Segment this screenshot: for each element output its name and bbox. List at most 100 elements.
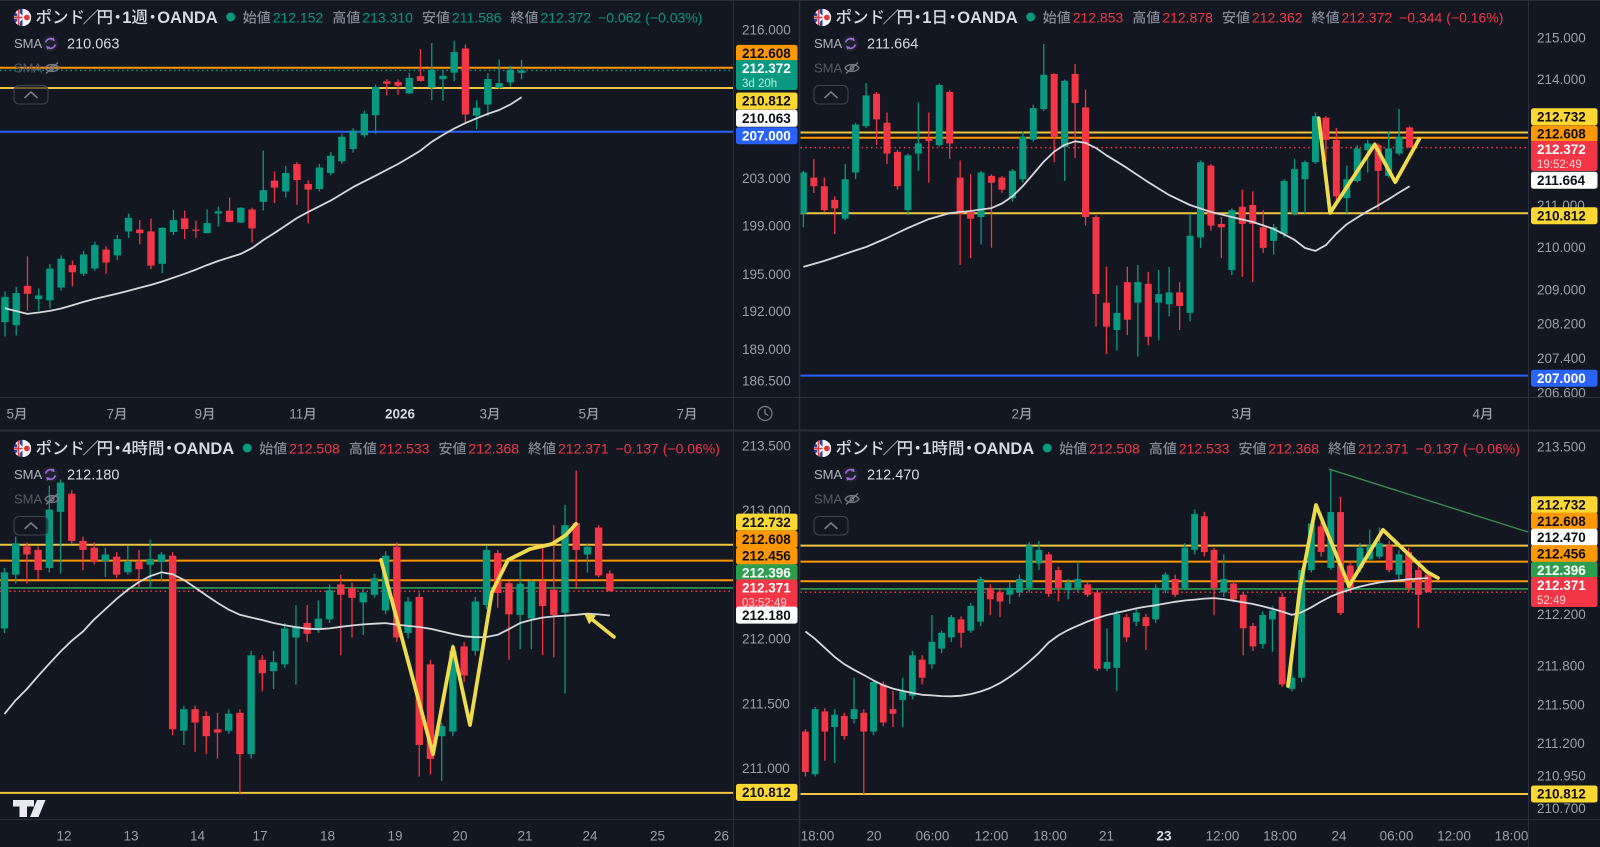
price-tick-label: 212.200 <box>1537 607 1586 622</box>
price-scale[interactable]: 213.500 212.200 211.800 211.500 211.200 210.9… <box>1531 440 1598 817</box>
price-tag-212.608[interactable]: 212.608 <box>1531 125 1598 143</box>
glyph <box>36 439 51 455</box>
candle-body <box>572 523 580 550</box>
price-tag-210.812[interactable]: 210.812 <box>736 783 798 801</box>
price-tag-212.470[interactable]: 212.470 <box>1531 528 1598 546</box>
text-run: 212.396 <box>742 566 791 581</box>
drawn-zigzag[interactable] <box>379 522 578 756</box>
legend[interactable]: 1 OANDA 212.853 212.878 212.362 212.372 −0.344… <box>813 8 1504 105</box>
time-tick-label: 5 <box>579 407 598 422</box>
sma-line[interactable] <box>804 577 1429 698</box>
legend[interactable]: 1 OANDA 212.152 213.310 211.586 212.372 −0.062… <box>13 8 703 105</box>
price-tag-212.456[interactable]: 212.456 <box>1531 545 1598 563</box>
plot-area[interactable] <box>800 43 1529 377</box>
panel-gbpjpy-1d[interactable]: 215.000214.000211.000210.000209.000208.2… <box>800 8 1598 422</box>
collapse-legend-button[interactable] <box>813 516 849 536</box>
drawn-zigzag[interactable] <box>1316 116 1422 215</box>
price-tag-212.396[interactable]: 212.396 <box>736 564 798 582</box>
clock-icon[interactable] <box>757 405 773 422</box>
time-axis[interactable]: 18:00 20 06:00 12:00 18:00 21 23 12:00 18:00 24 06… <box>801 829 1529 844</box>
text-run: 5 <box>579 407 587 422</box>
drawn-arrow[interactable] <box>584 612 616 639</box>
price-tag-212.372[interactable]: 212.372 3d 20h <box>736 60 798 90</box>
price-tag-207.000[interactable]: 207.000 <box>736 127 798 145</box>
text-run: 192.000 <box>742 304 791 319</box>
price-tag-bg <box>1531 785 1598 803</box>
price-tag-212.732[interactable]: 212.732 <box>1531 108 1598 126</box>
text-run: 210.700 <box>1537 801 1586 816</box>
collapse-legend-button[interactable] <box>13 85 49 105</box>
price-tag-212.180[interactable]: 212.180 <box>736 606 798 624</box>
eye-slash-icon[interactable] <box>844 62 860 74</box>
sma-line[interactable] <box>803 140 1410 268</box>
indicator-sync-icon[interactable] <box>842 466 859 483</box>
drawn-zigzag[interactable] <box>1286 503 1440 688</box>
time-axis[interactable]: 2 3 4 <box>1012 407 1492 422</box>
price-tag-212.371[interactable]: 212.371 52:49 <box>1531 577 1598 607</box>
candle <box>1165 266 1173 317</box>
price-scale[interactable]: 216.000 203.000 199.000 195.000 192.000 189.0… <box>736 23 798 389</box>
sma-line[interactable] <box>4 96 523 315</box>
plot-area[interactable] <box>0 40 734 337</box>
time-axis[interactable]: 5 7 9 11 2026 3 5 7 <box>7 405 773 422</box>
price-tag-212.608[interactable]: 212.608 <box>1531 512 1598 530</box>
drawn-trendline[interactable] <box>1328 468 1529 533</box>
ohlc-label <box>1311 10 1339 24</box>
tradingview-logo[interactable] <box>13 800 46 817</box>
price-tag-212.372[interactable]: 212.372 19:52:49 <box>1531 141 1598 171</box>
legend[interactable]: 4 OANDA 212.508 212.533 212.368 212.371 −0.137… <box>13 439 720 536</box>
glyph <box>684 407 696 420</box>
glyph <box>524 10 538 24</box>
eye-slash-icon[interactable] <box>44 493 60 505</box>
panel-gbpjpy-4h[interactable]: 213.500213.000212.000211.500211.000212.7… <box>0 439 798 844</box>
eye-slash-icon[interactable] <box>44 62 60 74</box>
indicator-sync-icon[interactable] <box>42 35 59 52</box>
price-tag-210.812[interactable]: 210.812 <box>736 92 798 110</box>
price-tag-210.812[interactable]: 210.812 <box>1531 207 1598 225</box>
price-tag-value: 207.000 <box>1537 371 1586 386</box>
candle-wick <box>441 722 443 781</box>
legend[interactable]: 1 OANDA 212.508 212.533 212.368 212.371 −0.137… <box>813 439 1520 536</box>
text-run: SMA <box>14 36 43 51</box>
price-tag-value: 207.000 <box>742 128 791 143</box>
candle <box>146 539 154 589</box>
text-run: 212.180 <box>742 608 791 623</box>
glyph <box>915 14 920 19</box>
price-scale[interactable]: 215.000214.000211.000210.000209.000208.2… <box>1531 31 1598 401</box>
sma-line[interactable] <box>3 571 610 715</box>
candle-wick <box>1398 109 1400 156</box>
text-run: 199.000 <box>742 219 791 234</box>
collapse-legend-button[interactable] <box>13 516 49 536</box>
glyph <box>1146 10 1160 24</box>
price-tag-210.812[interactable]: 210.812 <box>1531 785 1598 803</box>
price-tag-212.396[interactable]: 212.396 <box>1531 561 1598 579</box>
glyph <box>487 407 499 420</box>
panel-gbpjpy-1h[interactable]: 213.500 212.200 211.800 211.500 211.200 210.9… <box>800 439 1598 844</box>
price-scale[interactable]: 213.500213.000212.000211.500211.000212.7… <box>736 439 798 801</box>
ohlc-value: 212.533 <box>379 441 430 457</box>
price-tag-212.456[interactable]: 212.456 <box>736 547 798 565</box>
collapse-legend-button[interactable] <box>813 85 849 105</box>
price-tag-210.063[interactable]: 210.063 <box>736 109 798 127</box>
price-tag-211.664[interactable]: 211.664 <box>1531 171 1598 189</box>
candle-body <box>349 130 357 149</box>
plot-area[interactable] <box>0 470 734 795</box>
text-run: −0.137 (−0.06%) <box>1416 441 1520 457</box>
candle-wick <box>228 197 231 223</box>
time-axis[interactable]: 12 13 14 17 18 19 20 21 24 25 26 <box>56 829 729 844</box>
price-tag-207.000[interactable]: 207.000 <box>1531 369 1598 387</box>
candle <box>1144 271 1152 346</box>
price-tag-212.732[interactable]: 212.732 <box>1531 496 1598 514</box>
plot-area[interactable] <box>800 468 1529 795</box>
candle-wick <box>351 582 353 638</box>
indicator-sync-icon[interactable] <box>42 466 59 483</box>
price-tag-212.608[interactable]: 212.608 <box>736 44 798 62</box>
panel-gbpjpy-1w[interactable]: 216.000 203.000 199.000 195.000 192.000 189.0… <box>0 8 798 422</box>
price-tag-212.608[interactable]: 212.608 <box>736 530 798 548</box>
indicator-sync-icon[interactable] <box>842 35 859 52</box>
price-tag-212.732[interactable]: 212.732 <box>736 513 798 531</box>
candle <box>1317 520 1325 557</box>
eye-slash-icon[interactable] <box>844 493 860 505</box>
time-tick-label: 9 <box>195 407 214 422</box>
